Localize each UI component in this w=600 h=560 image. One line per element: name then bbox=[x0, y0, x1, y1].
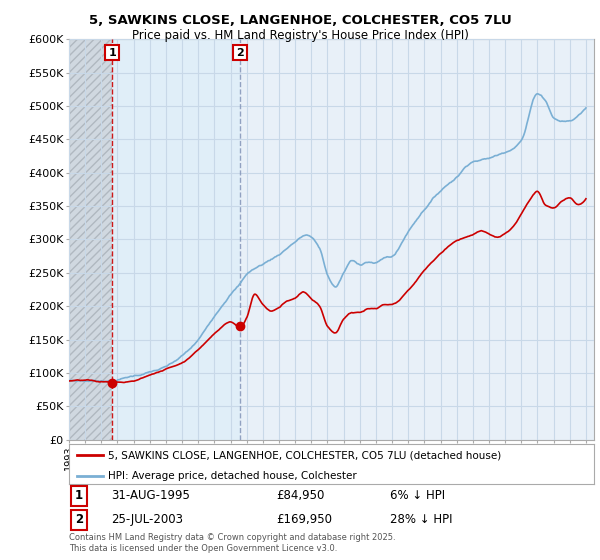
HPI: Average price, detached house, Colchester: (2.02e+03, 4.82e+05): Average price, detached house, Colcheste… bbox=[572, 115, 579, 122]
Bar bbox=[112, 39, 240, 440]
Text: 5, SAWKINS CLOSE, LANGENHOE, COLCHESTER, CO5 7LU: 5, SAWKINS CLOSE, LANGENHOE, COLCHESTER,… bbox=[89, 14, 511, 27]
Text: 28% ↓ HPI: 28% ↓ HPI bbox=[390, 513, 452, 526]
Bar bbox=[69, 39, 112, 440]
Text: 1: 1 bbox=[108, 48, 116, 58]
Text: 6% ↓ HPI: 6% ↓ HPI bbox=[390, 489, 445, 502]
5, SAWKINS CLOSE, LANGENHOE, COLCHESTER, CO5 7LU (detached house) bbox=[346, 310, 353, 317]
HPI: Average price, detached house, Colchester: (2e+03, 8.66e+04): Average price, detached house, Colcheste… bbox=[103, 379, 110, 385]
HPI: Average price, detached house, Colchester: (2.01e+03, 2.96e+05): Average price, detached house, Colcheste… bbox=[312, 239, 319, 245]
5, SAWKINS CLOSE, LANGENHOE, COLCHESTER, CO5 7LU (detached house) bbox=[374, 305, 382, 311]
Text: 1: 1 bbox=[75, 489, 83, 502]
5, SAWKINS CLOSE, LANGENHOE, COLCHESTER, CO5 7LU (detached house) bbox=[121, 379, 128, 386]
5, SAWKINS CLOSE, LANGENHOE, COLCHESTER, CO5 7LU (detached house) bbox=[315, 302, 322, 309]
Text: 31-AUG-1995: 31-AUG-1995 bbox=[111, 489, 190, 502]
5, SAWKINS CLOSE, LANGENHOE, COLCHESTER, CO5 7LU (detached house) bbox=[583, 195, 590, 202]
Text: Price paid vs. HM Land Registry's House Price Index (HPI): Price paid vs. HM Land Registry's House … bbox=[131, 29, 469, 42]
Line: HPI: Average price, detached house, Colchester: HPI: Average price, detached house, Colc… bbox=[69, 94, 586, 382]
5, SAWKINS CLOSE, LANGENHOE, COLCHESTER, CO5 7LU (detached house) bbox=[312, 299, 319, 306]
Line: 5, SAWKINS CLOSE, LANGENHOE, COLCHESTER, CO5 7LU (detached house): 5, SAWKINS CLOSE, LANGENHOE, COLCHESTER,… bbox=[69, 191, 586, 382]
HPI: Average price, detached house, Colchester: (2.02e+03, 4.97e+05): Average price, detached house, Colcheste… bbox=[583, 105, 590, 111]
HPI: Average price, detached house, Colchester: (2.01e+03, 2.66e+05): Average price, detached house, Colcheste… bbox=[374, 258, 382, 265]
HPI: Average price, detached house, Colchester: (2.01e+03, 2.66e+05): Average price, detached house, Colcheste… bbox=[346, 258, 353, 265]
Text: 2: 2 bbox=[236, 48, 244, 58]
5, SAWKINS CLOSE, LANGENHOE, COLCHESTER, CO5 7LU (detached house) bbox=[490, 233, 497, 240]
5, SAWKINS CLOSE, LANGENHOE, COLCHESTER, CO5 7LU (detached house) bbox=[533, 188, 541, 194]
HPI: Average price, detached house, Colchester: (1.99e+03, 8.87e+04): Average price, detached house, Colcheste… bbox=[65, 377, 73, 384]
Text: 2: 2 bbox=[75, 513, 83, 526]
Text: 5, SAWKINS CLOSE, LANGENHOE, COLCHESTER, CO5 7LU (detached house): 5, SAWKINS CLOSE, LANGENHOE, COLCHESTER,… bbox=[109, 450, 502, 460]
HPI: Average price, detached house, Colchester: (2.02e+03, 5.18e+05): Average price, detached house, Colcheste… bbox=[533, 90, 541, 97]
Text: £169,950: £169,950 bbox=[276, 513, 332, 526]
HPI: Average price, detached house, Colchester: (2.01e+03, 2.89e+05): Average price, detached house, Colcheste… bbox=[315, 244, 322, 250]
5, SAWKINS CLOSE, LANGENHOE, COLCHESTER, CO5 7LU (detached house) bbox=[65, 377, 73, 384]
Text: HPI: Average price, detached house, Colchester: HPI: Average price, detached house, Colc… bbox=[109, 470, 357, 480]
5, SAWKINS CLOSE, LANGENHOE, COLCHESTER, CO5 7LU (detached house) bbox=[572, 200, 579, 207]
Text: Contains HM Land Registry data © Crown copyright and database right 2025.
This d: Contains HM Land Registry data © Crown c… bbox=[69, 533, 395, 553]
Text: £84,950: £84,950 bbox=[276, 489, 325, 502]
Text: 25-JUL-2003: 25-JUL-2003 bbox=[111, 513, 183, 526]
HPI: Average price, detached house, Colchester: (2.02e+03, 4.24e+05): Average price, detached house, Colcheste… bbox=[490, 153, 497, 160]
